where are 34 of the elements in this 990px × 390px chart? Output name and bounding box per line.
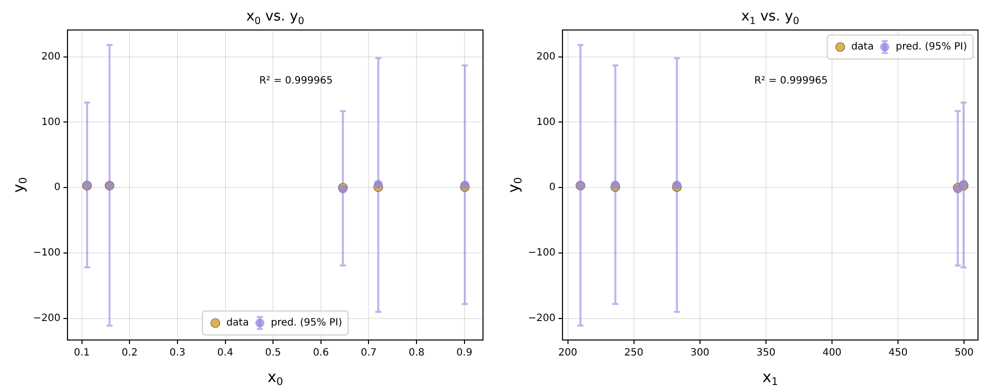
x-tick-label: 0.7: [360, 348, 377, 359]
annotation: R² = 0.999965: [754, 76, 828, 87]
y-axis-title: y0: [9, 177, 30, 193]
x-tick-label: 350: [756, 348, 776, 359]
x-tick-label: 450: [888, 348, 908, 359]
legend-label: data: [851, 42, 874, 53]
y-tick-label: −100: [528, 248, 556, 259]
y-tick-label: 0: [549, 182, 556, 194]
legend-label: pred. (95% PI): [896, 42, 968, 53]
x-tick-label: 300: [690, 348, 710, 359]
y-tick-label: 200: [41, 51, 60, 62]
x-tick-label: 0.8: [408, 348, 424, 359]
x-tick-label: 500: [954, 348, 974, 359]
x-tick-label: 0.9: [456, 348, 472, 359]
x-tick-label: 0.6: [312, 348, 329, 359]
x-tick-label: 0.2: [122, 348, 138, 359]
legend-label: pred. (95% PI): [270, 318, 342, 329]
y-tick-label: 200: [536, 51, 556, 62]
y-tick-label: −200: [528, 313, 556, 324]
x-tick-label: 250: [624, 348, 644, 359]
y-tick-label: 100: [41, 116, 60, 128]
x-tick-label: 0.1: [74, 348, 90, 359]
y-tick-label: 0: [54, 182, 60, 194]
x-tick-label: 0.4: [217, 348, 234, 359]
annotation: R² = 0.999965: [259, 76, 333, 87]
y-axis-title: y0: [504, 177, 525, 193]
x-tick-label: 400: [822, 348, 842, 359]
x-tick-label: 200: [558, 348, 578, 359]
y-tick-label: −100: [32, 248, 60, 259]
x-tick-label: 0.3: [169, 348, 186, 359]
y-tick-label: −200: [32, 313, 60, 324]
y-tick-label: 100: [536, 116, 556, 128]
x-tick-label: 0.5: [265, 348, 282, 359]
legend-label: data: [226, 318, 249, 329]
